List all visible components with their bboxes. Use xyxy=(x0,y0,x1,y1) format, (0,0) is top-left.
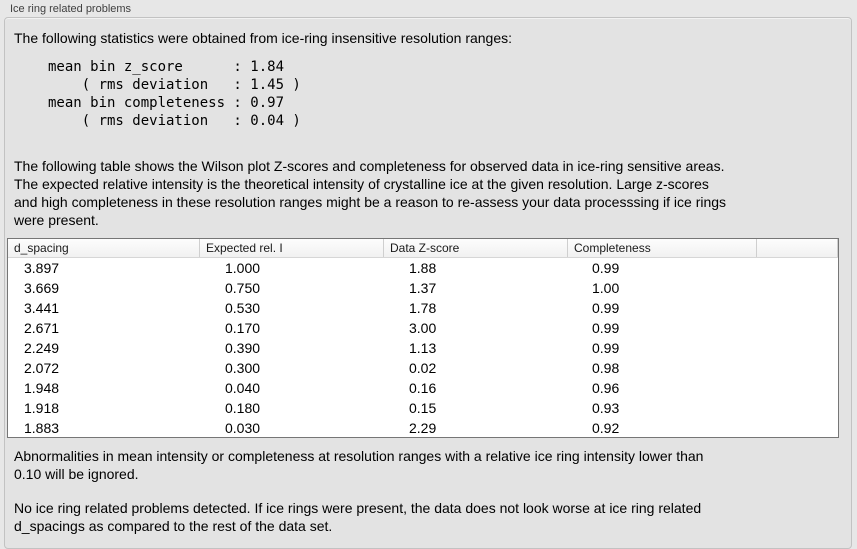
table-row[interactable]: 2.671 0.170 3.00 0.99 xyxy=(8,318,838,338)
table-header-row: d_spacing Expected rel. I Data Z-score C… xyxy=(8,239,838,258)
table-cell: 0.99 xyxy=(592,260,620,276)
column-header-completeness[interactable]: Completeness xyxy=(568,239,757,257)
column-header-data-z-score[interactable]: Data Z-score xyxy=(384,239,568,257)
table-cell: 0.98 xyxy=(592,360,620,376)
table-body: 3.897 1.000 1.88 0.99 3.669 0.750 1.37 1.00 3.44… xyxy=(8,258,838,438)
table-cell: 0.99 xyxy=(592,340,620,356)
table-cell: 2.072 xyxy=(24,360,60,376)
groupbox-title: Ice ring related problems xyxy=(10,3,132,15)
table-cell: 0.170 xyxy=(225,320,261,336)
description-paragraph: The following table shows the Wilson plo… xyxy=(14,158,727,228)
column-header-expected-rel-i[interactable]: Expected rel. I xyxy=(200,239,384,257)
table-row[interactable]: 1.883 0.030 2.29 0.92 xyxy=(8,418,838,438)
table-cell: 3.441 xyxy=(24,300,60,316)
table-cell: 0.93 xyxy=(592,400,620,416)
intro-paragraph: The following statistics were obtained f… xyxy=(14,30,513,46)
column-header-d-spacing[interactable]: d_spacing xyxy=(8,239,200,257)
table-cell: 1.00 xyxy=(592,280,620,296)
table-cell: 0.92 xyxy=(592,420,620,436)
table-row[interactable]: 3.669 0.750 1.37 1.00 xyxy=(8,278,838,298)
table-cell: 0.15 xyxy=(409,400,437,416)
table-cell: 3.669 xyxy=(24,280,60,296)
table-row[interactable]: 3.441 0.530 1.78 0.99 xyxy=(8,298,838,318)
table-cell: 0.300 xyxy=(225,360,261,376)
table-cell: 3.897 xyxy=(24,260,60,276)
ice-ring-table: d_spacing Expected rel. I Data Z-score C… xyxy=(7,238,839,438)
table-cell: 0.030 xyxy=(225,420,261,436)
table-cell: 2.249 xyxy=(24,340,60,356)
table-cell: 0.040 xyxy=(225,380,261,396)
table-cell: 0.390 xyxy=(225,340,261,356)
table-row[interactable]: 3.897 1.000 1.88 0.99 xyxy=(8,258,838,278)
table-cell: 0.02 xyxy=(409,360,437,376)
table-row[interactable]: 1.948 0.040 0.16 0.96 xyxy=(8,378,838,398)
table-row[interactable]: 1.918 0.180 0.15 0.93 xyxy=(8,398,838,418)
ice-ring-panel: { "panel": { "title": "Ice ring related … xyxy=(4,3,852,549)
table-cell: 0.750 xyxy=(225,280,261,296)
table-cell: 0.96 xyxy=(592,380,620,396)
table-row[interactable]: 2.072 0.300 0.02 0.98 xyxy=(8,358,838,378)
table-cell: 3.00 xyxy=(409,320,437,336)
table-cell: 1.88 xyxy=(409,260,437,276)
table-cell: 0.16 xyxy=(409,380,437,396)
table-cell: 1.37 xyxy=(409,280,437,296)
conclusion-paragraph: No ice ring related problems detected. I… xyxy=(14,500,702,534)
table-cell: 2.29 xyxy=(409,420,437,436)
table-row[interactable]: 2.249 0.390 1.13 0.99 xyxy=(8,338,838,358)
table-cell: 2.671 xyxy=(24,320,60,336)
table-cell: 1.883 xyxy=(24,420,60,436)
table-cell: 1.000 xyxy=(225,260,261,276)
table-cell: 0.99 xyxy=(592,300,620,316)
table-cell: 1.918 xyxy=(24,400,60,416)
table-cell: 0.180 xyxy=(225,400,261,416)
table-cell: 1.78 xyxy=(409,300,437,316)
column-header-empty xyxy=(757,239,838,257)
statistics-block: mean bin z_score : 1.84 ( rms deviation … xyxy=(48,59,301,129)
table-cell: 0.99 xyxy=(592,320,620,336)
table-cell: 1.948 xyxy=(24,380,60,396)
ignore-note-paragraph: Abnormalities in mean intensity or compl… xyxy=(14,448,704,482)
table-cell: 1.13 xyxy=(409,340,437,356)
table-cell: 0.530 xyxy=(225,300,261,316)
